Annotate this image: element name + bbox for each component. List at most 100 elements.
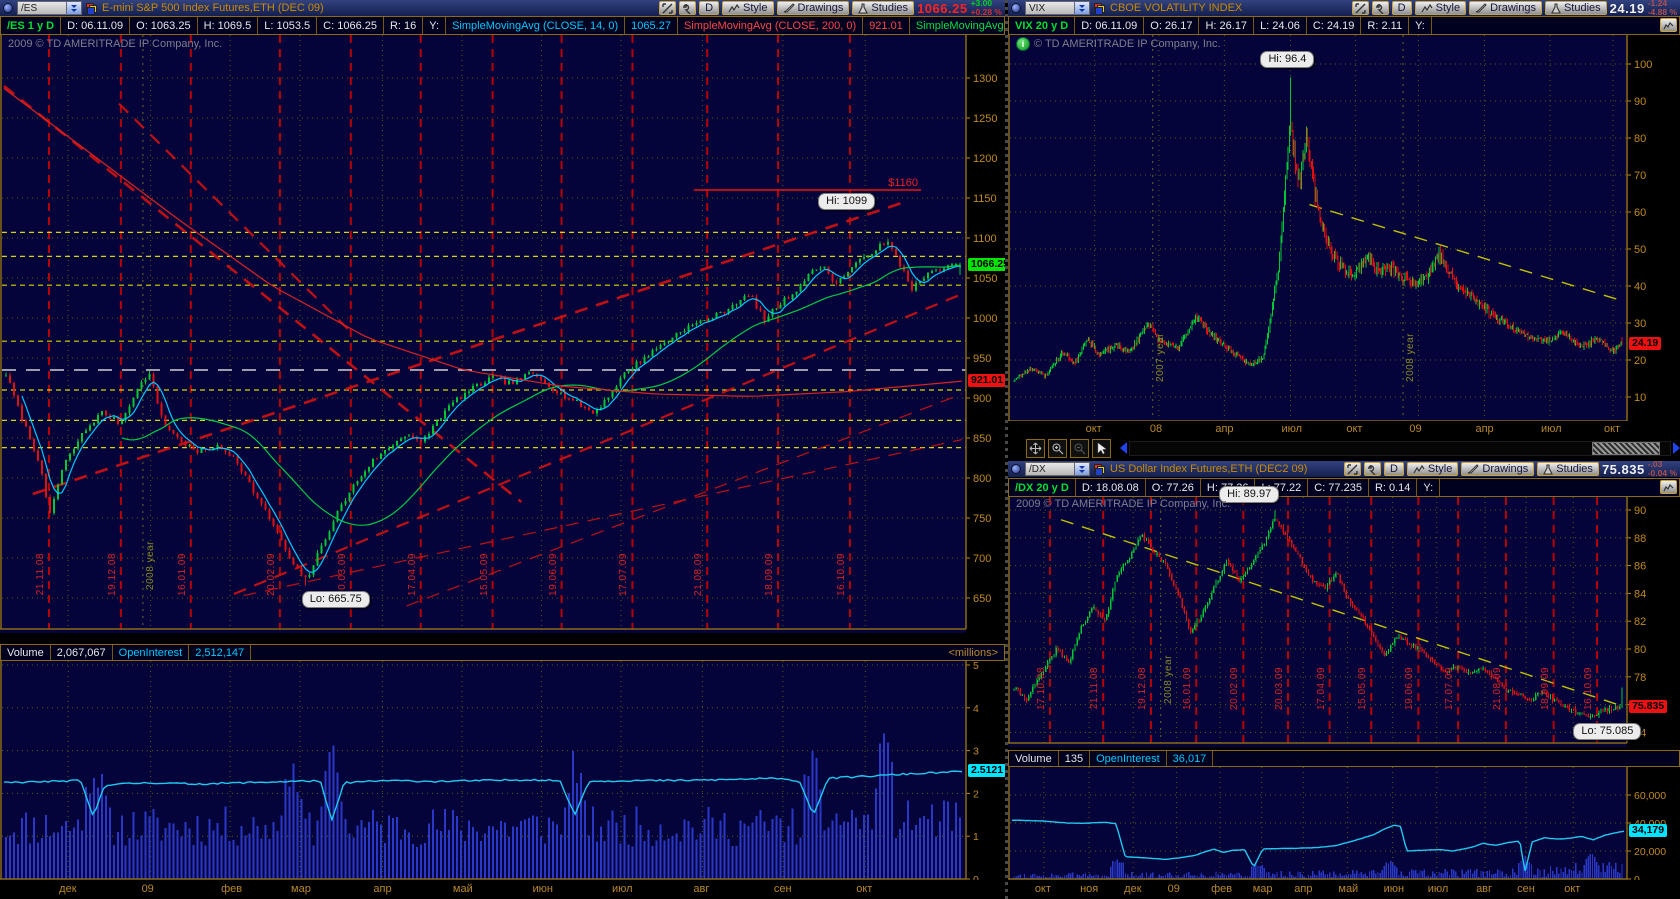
- cursor-tool-icon[interactable]: [1092, 438, 1111, 458]
- vix-last-price: 24.19: [1609, 0, 1645, 16]
- x-axis-month: 09: [1167, 883, 1180, 895]
- y-axis-label: 1200: [973, 153, 997, 165]
- mini-chart-icon[interactable]: [1660, 480, 1677, 494]
- x-axis-month: 09: [1409, 423, 1422, 435]
- data-field: R: 16: [384, 17, 424, 34]
- data-field: Y:: [423, 17, 447, 34]
- scroll-left-icon[interactable]: [1120, 442, 1127, 454]
- dx-drawings-button[interactable]: Drawings: [1461, 462, 1535, 476]
- open-interest-value: 2,512,147: [189, 645, 252, 660]
- lo-marker: Lo: 75.085: [1573, 723, 1642, 741]
- x-axis-month: июл: [611, 883, 633, 895]
- volume-bars: [1013, 854, 1623, 879]
- x-axis-month: авг: [1476, 883, 1493, 895]
- open-interest-label: OpenInterest: [113, 645, 190, 660]
- volume-axis-label: 2: [973, 788, 979, 800]
- /ES-chart-canvas: 1300 1250 1200 1150 1100 1050 1000 950 900 850 800…: [0, 35, 997, 633]
- vix-price-chart[interactable]: 100 90 80 70 60 50 40 30 20 10 2007 year 2008 year 2…: [1008, 35, 1680, 425]
- hi-marker: Hi: 89.97: [1219, 486, 1280, 504]
- x-axis-month: мар: [1252, 883, 1273, 895]
- data-field: R: 2.11: [1361, 17, 1410, 34]
- es-price-chart[interactable]: 1300 1250 1200 1150 1100 1050 1000 950 900 850 800…: [0, 35, 1012, 633]
- link-radio-icon[interactable]: [3, 3, 13, 13]
- price-badge: 75.835: [1629, 699, 1668, 713]
- wrench-icon[interactable]: [1371, 1, 1389, 15]
- scrollbar-thumb[interactable]: [1592, 441, 1660, 455]
- volume-label: Volume: [1, 645, 51, 660]
- panel-splitter[interactable]: [1005, 0, 1008, 899]
- scroll-right-icon[interactable]: [1673, 442, 1680, 454]
- data-field: C: 24.19: [1307, 17, 1362, 34]
- es-drawings-button[interactable]: Drawings: [776, 1, 850, 15]
- dx-style-button[interactable]: Style: [1406, 462, 1459, 476]
- y-axis-label: 100: [1634, 59, 1652, 71]
- sma-line: [121, 264, 961, 526]
- es-studies-button[interactable]: Studies: [852, 1, 915, 15]
- vix-studies-button[interactable]: Studies: [1544, 1, 1607, 15]
- es-interval-button[interactable]: D: [699, 1, 720, 15]
- watermark: i © TD AMERITRADE IP Company, Inc.: [1016, 37, 1221, 51]
- x-axis-month: дек: [1124, 883, 1142, 895]
- pan-tool-icon[interactable]: [1026, 438, 1045, 458]
- dx-symbol-input[interactable]: /DX: [1025, 462, 1090, 476]
- data-field: O: 77.26: [1146, 479, 1201, 496]
- x-axis-month: дек: [59, 883, 77, 895]
- price-level-label: $1160: [888, 177, 918, 189]
- x-axis-month: сен: [1517, 883, 1535, 895]
- x-axis-month: июн: [532, 883, 553, 895]
- scrollbar-track[interactable]: [1129, 440, 1671, 456]
- es-style-button[interactable]: Style: [722, 1, 774, 15]
- link-tool-icon[interactable]: [1351, 1, 1369, 15]
- volume-axis-label: 20,000: [1634, 846, 1666, 858]
- symbol-dropdown-icon[interactable]: [66, 2, 81, 14]
- vix-titlebar: VIX CBOE VOLATILITY INDEX D Style Drawin…: [1008, 0, 1680, 17]
- dx-studies-button[interactable]: Studies: [1537, 462, 1599, 476]
- link-radio-icon[interactable]: [1011, 3, 1021, 13]
- link-radio-icon[interactable]: [1011, 464, 1021, 474]
- y-axis-label: 1050: [973, 273, 997, 285]
- y-axis-label: 850: [973, 433, 991, 445]
- data-field: C: 1066.25: [317, 17, 384, 34]
- y-axis-label: 1250: [973, 113, 997, 125]
- volume-axis-label: 60,000: [1634, 790, 1666, 802]
- wrench-icon[interactable]: [679, 1, 697, 15]
- data-field: SimpleMovingAvg (CLOSE, 200, 0): [678, 17, 864, 34]
- info-icon[interactable]: i: [1016, 37, 1030, 51]
- data-field: C: 77.235: [1308, 479, 1369, 496]
- x-axis-month: июл: [1540, 423, 1562, 435]
- y-axis-label: 950: [973, 353, 991, 365]
- x-axis-month: апр: [1475, 423, 1494, 435]
- chart-scrollbar[interactable]: [1120, 440, 1680, 456]
- x-axis-month: май: [452, 883, 473, 895]
- wrench-icon[interactable]: [1363, 462, 1381, 476]
- style-chart-icon: [1421, 3, 1433, 12]
- es-change: +3.00 +0.28 %: [970, 0, 1002, 17]
- zoom-out-icon[interactable]: [1070, 438, 1089, 458]
- vix-drawings-button[interactable]: Drawings: [1469, 1, 1542, 15]
- symbol-dropdown-icon[interactable]: [1074, 463, 1089, 475]
- link-tool-icon[interactable]: [1343, 462, 1361, 476]
- watermark: 2009 © TD AMERITRADE IP Company, Inc.: [8, 38, 223, 50]
- vix-style-button[interactable]: Style: [1414, 1, 1467, 15]
- y-axis-label: 90: [1634, 96, 1646, 108]
- y-axis-label: 80: [1634, 644, 1646, 656]
- mini-chart-icon[interactable]: [1660, 18, 1677, 32]
- symbol-dropdown-icon[interactable]: [1074, 2, 1089, 14]
- link-tool-icon[interactable]: [659, 1, 677, 15]
- y-axis-label: 86: [1634, 561, 1646, 573]
- data-field: Y:: [1417, 479, 1441, 496]
- data-field: 921.01: [863, 17, 910, 34]
- flask-icon: [858, 2, 869, 14]
- es-symbol-input[interactable]: /ES: [17, 1, 82, 15]
- x-axis-month: ноя: [1080, 883, 1099, 895]
- dx-interval-button[interactable]: D: [1383, 462, 1404, 476]
- vix-interval-button[interactable]: D: [1391, 1, 1412, 15]
- zoom-in-icon[interactable]: [1048, 438, 1067, 458]
- volume-units: <millions>: [948, 646, 998, 659]
- dx-last-price: 75.835: [1601, 461, 1645, 477]
- volume-canvas: 5 4 3 2 1 0: [0, 661, 979, 880]
- dx-price-chart[interactable]: 9088868482807876742008 year17.10.0821.11…: [1008, 486, 1680, 747]
- vix-symbol-input[interactable]: VIX: [1025, 1, 1090, 15]
- es-volume-chart[interactable]: 5 4 3 2 1 0 2.5121: [0, 644, 1007, 880]
